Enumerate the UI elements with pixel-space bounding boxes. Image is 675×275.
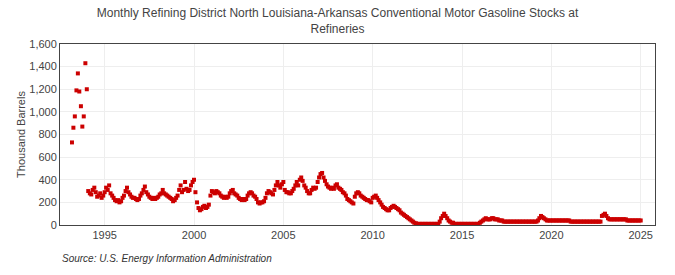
svg-text:2000: 2000 (182, 229, 206, 241)
svg-text:1995: 1995 (92, 229, 116, 241)
svg-text:2015: 2015 (450, 229, 474, 241)
svg-text:2010: 2010 (360, 229, 384, 241)
svg-text:400: 400 (38, 174, 56, 186)
svg-text:600: 600 (38, 151, 56, 163)
svg-text:Monthly Refining District Nort: Monthly Refining District North Louisian… (97, 6, 579, 36)
svg-text:Thousand Barrels: Thousand Barrels (15, 91, 27, 178)
svg-text:800: 800 (38, 128, 56, 140)
svg-text:1,000: 1,000 (29, 106, 57, 118)
svg-text:1,400: 1,400 (29, 60, 57, 72)
svg-text:2025: 2025 (628, 229, 652, 241)
svg-text:2005: 2005 (271, 229, 295, 241)
svg-text:1,200: 1,200 (29, 83, 57, 95)
svg-text:1,600: 1,600 (29, 38, 57, 50)
svg-text:0: 0 (51, 219, 57, 231)
svg-text:Source: U.S. Energy Informatio: Source: U.S. Energy Information Administ… (62, 253, 272, 264)
svg-text:2020: 2020 (539, 229, 563, 241)
svg-text:200: 200 (38, 196, 56, 208)
